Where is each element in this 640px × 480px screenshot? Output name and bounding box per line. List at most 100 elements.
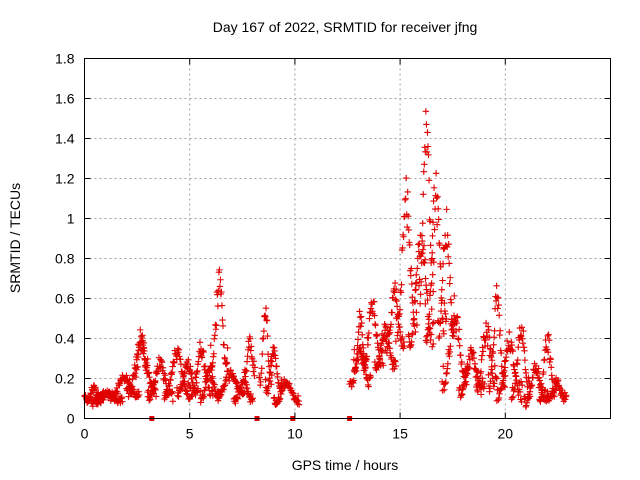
- y-tick-label: 0.8: [55, 251, 75, 267]
- data-point: [411, 297, 418, 304]
- data-point: [382, 324, 390, 331]
- data-point: [366, 315, 373, 322]
- data-point: [415, 282, 423, 289]
- data-point: [433, 194, 440, 202]
- data-point: [246, 335, 254, 342]
- data-point: [446, 280, 453, 287]
- data-point: [159, 364, 167, 371]
- data-point: [409, 330, 416, 337]
- data-point: [423, 121, 430, 128]
- data-point: [425, 151, 432, 159]
- data-point: [511, 386, 518, 393]
- y-tick-label: 1.4: [55, 131, 75, 147]
- data-point: [431, 226, 438, 233]
- data-point: [498, 349, 505, 357]
- data-point: [443, 206, 450, 213]
- data-point: [198, 354, 206, 361]
- data-point: [442, 378, 449, 386]
- data-point: [357, 323, 364, 330]
- data-point: [132, 373, 140, 381]
- data-point: [362, 363, 369, 371]
- data-point: [119, 398, 126, 405]
- data-point: [351, 346, 358, 353]
- data-point: [519, 339, 527, 347]
- data-point: [521, 356, 529, 364]
- data-point: [367, 305, 375, 312]
- data-point: [177, 360, 185, 368]
- data-point: [251, 372, 258, 379]
- data-point: [430, 340, 437, 348]
- data-point: [509, 393, 517, 401]
- data-point: [443, 243, 451, 251]
- data-point: [451, 292, 458, 300]
- data-point: [215, 287, 222, 294]
- data-points: [81, 108, 570, 411]
- data-point: [518, 398, 525, 406]
- data-point: [219, 316, 226, 324]
- data-point: [264, 390, 272, 397]
- data-point: [143, 362, 150, 369]
- data-point: [209, 373, 216, 380]
- data-point: [218, 302, 226, 309]
- data-point: [501, 367, 508, 375]
- data-point: [251, 364, 259, 371]
- data-point: [503, 337, 511, 345]
- data-point: [432, 170, 440, 177]
- data-point: [353, 367, 360, 375]
- data-point: [264, 332, 271, 340]
- data-point: [356, 314, 364, 321]
- data-point: [547, 356, 554, 363]
- data-point: [143, 370, 151, 377]
- data-point: [429, 232, 436, 240]
- data-point: [461, 379, 468, 387]
- data-point: [365, 383, 372, 390]
- data-point: [413, 321, 421, 329]
- data-point: [256, 374, 263, 381]
- data-point: [391, 289, 398, 296]
- data-point: [371, 312, 378, 319]
- data-point: [420, 168, 427, 175]
- data-point: [487, 378, 494, 385]
- data-point: [134, 363, 141, 370]
- data-point: [476, 380, 483, 388]
- data-point: [487, 369, 495, 377]
- data-point: [405, 212, 412, 220]
- data-point: [488, 357, 496, 364]
- data-point: [267, 362, 275, 369]
- data-point: [223, 359, 231, 367]
- data-point: [456, 342, 463, 349]
- x-tick-label: 10: [287, 426, 303, 442]
- data-point: [259, 350, 266, 358]
- data-point: [501, 364, 509, 371]
- data-point: [516, 336, 523, 344]
- data-point: [470, 349, 477, 356]
- data-point: [243, 384, 251, 392]
- data-point: [452, 327, 460, 335]
- data-point: [514, 356, 521, 364]
- y-tick-label: 0: [67, 411, 75, 427]
- data-point: [445, 260, 453, 267]
- data-point: [472, 373, 480, 381]
- data-point: [220, 341, 228, 349]
- data-point: [392, 338, 400, 345]
- data-point: [244, 353, 251, 360]
- data-point: [425, 177, 433, 184]
- data-point: [377, 341, 385, 349]
- data-point: [444, 232, 451, 239]
- data-point: [226, 377, 233, 384]
- data-point: [496, 327, 504, 334]
- data-point: [405, 226, 412, 234]
- data-point: [372, 322, 379, 329]
- data-point: [439, 277, 446, 284]
- data-point: [373, 332, 381, 339]
- data-point: [358, 319, 365, 327]
- data-point: [387, 321, 395, 328]
- data-point: [502, 353, 510, 361]
- data-point: [444, 253, 452, 261]
- data-point: [544, 332, 551, 340]
- data-point: [520, 327, 527, 335]
- data-point: [470, 354, 478, 362]
- data-point: [563, 392, 570, 399]
- data-point: [187, 363, 194, 370]
